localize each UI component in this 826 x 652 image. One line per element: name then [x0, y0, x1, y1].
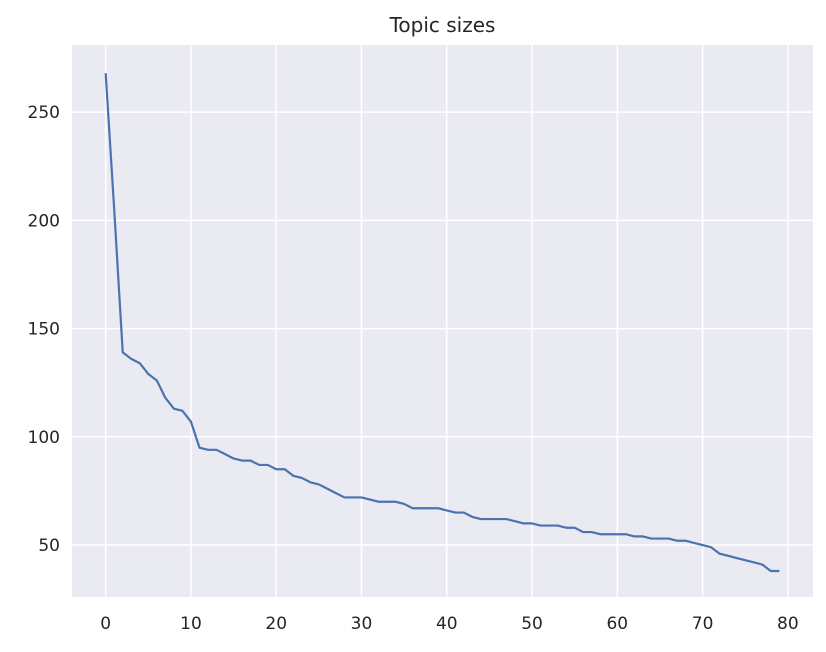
x-tick-label: 50 — [521, 614, 543, 634]
x-tick-label: 30 — [351, 614, 373, 634]
plot-area — [72, 45, 813, 597]
y-tick-label: 200 — [28, 211, 60, 231]
chart-title: Topic sizes — [389, 13, 496, 37]
y-tick-label: 250 — [28, 103, 60, 123]
x-tick-label: 80 — [777, 614, 799, 634]
y-tick-label: 50 — [38, 536, 60, 556]
x-tick-label: 60 — [606, 614, 628, 634]
x-tick-label: 10 — [180, 614, 202, 634]
y-tick-label: 150 — [28, 320, 60, 340]
y-axis-ticks: 50 100 150 200 250 — [28, 103, 60, 556]
grid-lines — [72, 45, 813, 597]
y-tick-label: 100 — [28, 428, 60, 448]
x-axis-ticks: 0 10 20 30 40 50 60 70 80 — [100, 614, 798, 634]
series-line — [104, 73, 780, 573]
x-tick-label: 20 — [265, 614, 287, 634]
x-tick-label: 40 — [436, 614, 458, 634]
x-tick-label: 70 — [692, 614, 714, 634]
x-tick-label: 0 — [100, 614, 111, 634]
